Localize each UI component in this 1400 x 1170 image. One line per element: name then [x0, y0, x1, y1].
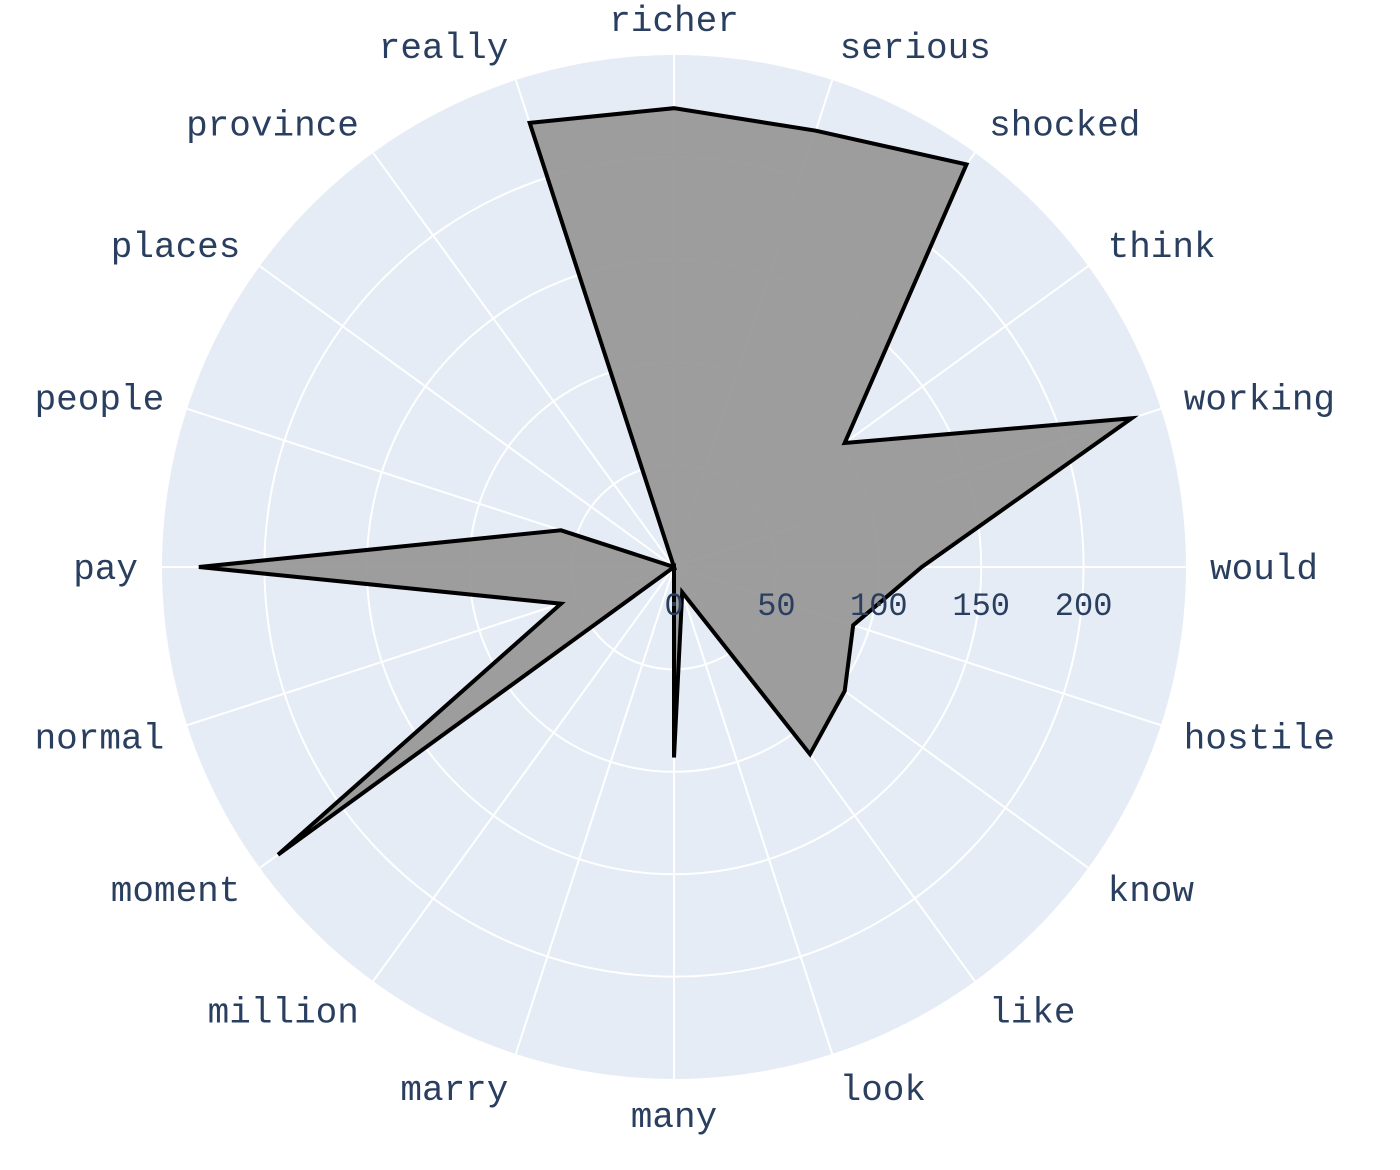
- category-label-many: many: [631, 1097, 717, 1138]
- category-labels: would working think shocked serious richer rea…: [35, 1, 1335, 1138]
- category-label-richer: richer: [609, 1, 739, 42]
- series-area: [198, 106, 1139, 857]
- category-label-people: people: [35, 380, 165, 421]
- category-label-million: million: [208, 992, 359, 1033]
- category-label-places: places: [111, 227, 241, 268]
- category-label-know: know: [1108, 871, 1195, 912]
- category-label-would: would: [1210, 549, 1318, 590]
- category-label-hostile: hostile: [1184, 718, 1335, 759]
- category-label-normal: normal: [35, 718, 165, 759]
- grid-spoke-look: [673, 566, 834, 1055]
- grid-spoke-places: [259, 265, 675, 568]
- category-label-pay: pay: [73, 549, 138, 590]
- grid-spoke-province: [372, 152, 675, 568]
- category-label-like: like: [989, 992, 1075, 1033]
- radial-tick-label: 200: [1055, 588, 1113, 625]
- category-label-marry: marry: [400, 1070, 508, 1111]
- category-label-shocked: shocked: [989, 106, 1140, 147]
- radial-tick-label: 50: [757, 588, 795, 625]
- grid-spoke-marry: [514, 566, 675, 1055]
- category-label-look: look: [840, 1070, 926, 1111]
- category-label-moment: moment: [111, 871, 241, 912]
- category-label-serious: serious: [840, 28, 991, 69]
- radial-tick-labels: 0 50 100 150 200: [664, 588, 1112, 625]
- category-label-province: province: [186, 106, 359, 147]
- category-label-think: think: [1108, 227, 1216, 268]
- radial-tick-label: 150: [952, 588, 1010, 625]
- category-label-working: working: [1184, 380, 1335, 421]
- category-label-really: really: [379, 28, 509, 69]
- radial-tick-label: 0: [664, 588, 683, 625]
- radial-tick-label: 100: [850, 588, 908, 625]
- grid-spoke-million: [372, 566, 675, 982]
